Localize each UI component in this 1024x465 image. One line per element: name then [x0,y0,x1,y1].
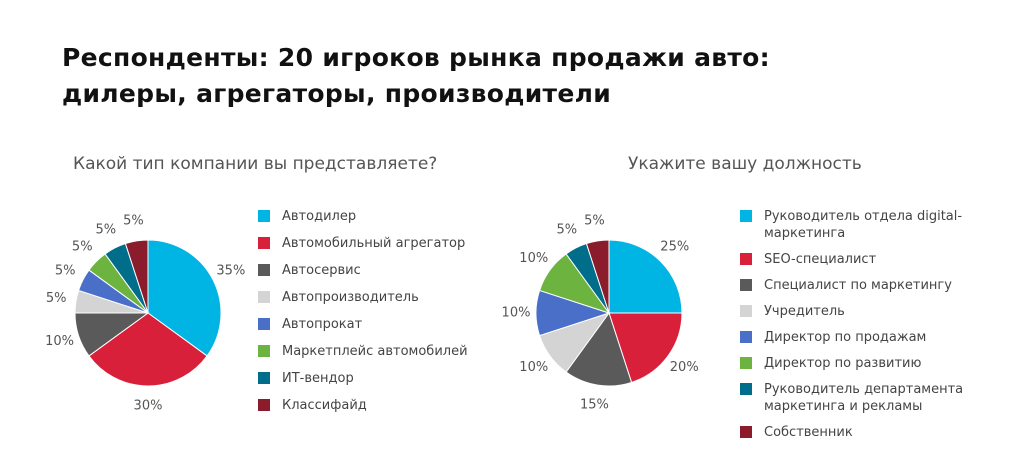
data-label: 30% [134,399,163,414]
legend-swatch [740,331,752,343]
legend-swatch [258,210,270,222]
legend-item: Директор по продажам [740,329,980,346]
legend-item: Автомобильный агрегатор [258,235,468,252]
legend-item: SEO-специалист [740,251,980,268]
legend-label: Автомобильный агрегатор [282,236,466,251]
data-label: 5% [72,240,93,255]
legend-swatch [740,279,752,291]
legend-label: Автопроизводитель [282,290,419,305]
legend-label: Директор по развитию [764,356,922,371]
legend-swatch [258,291,270,303]
data-label: 20% [670,360,699,375]
pie-slice [565,311,633,387]
legend-swatch [740,383,752,395]
legend-label: Руководитель департамента маркетинга и р… [764,382,964,414]
legend-item: Директор по развитию [740,355,980,372]
data-label: 10% [519,251,548,266]
legend-label: SEO-специалист [764,252,877,267]
legend-swatch [740,426,752,438]
legend-label: Учредитель [764,304,845,319]
legend-label: Директор по продажам [764,330,927,345]
page-title: Респонденты: 20 игроков рынка продажи ав… [62,43,770,108]
chart-title: Укажите вашу должность [628,154,862,174]
legend-item: Автопрокат [258,316,468,333]
legend-swatch [258,237,270,249]
pie-slice [124,239,149,314]
legend-swatch [740,357,752,369]
legend-item: ИТ-вендор [258,370,468,387]
legend-item: Руководитель отдела digital-маркетинга [740,208,980,242]
legend-label: Автопрокат [282,317,363,332]
pie-slice [608,312,683,384]
chart-title: Какой тип компании вы представляете? [73,154,438,174]
data-label: 10% [502,306,531,321]
data-label: 5% [55,263,76,278]
legend-item: Автосервис [258,262,468,279]
data-label: 35% [216,263,245,278]
data-label: 5% [556,223,577,238]
legend: Руководитель отдела digital-маркетинга SE… [740,208,980,441]
legend-item: Специалист по маркетингу [740,277,980,294]
data-label: 5% [123,214,144,229]
legend-label: ИТ-вендор [282,371,354,386]
legend-item: Учредитель [740,303,980,320]
legend-swatch [258,399,270,411]
legend: Автодилер Автомобильный агрегатор Автосерв… [258,208,468,414]
legend-swatch [258,372,270,384]
legend-label: Автодилер [282,209,357,224]
legend-swatch [258,264,270,276]
legend-label: Классифайд [282,398,367,413]
legend-item: Автодилер [258,208,468,225]
legend-item: Руководитель департамента маркетинга и р… [740,381,980,415]
legend-swatch [740,305,752,317]
legend-label: Собственник [764,425,853,440]
legend-label: Автосервис [282,263,361,278]
legend-item: Собственник [740,424,980,441]
legend-item: Классифайд [258,397,468,414]
data-label: 10% [45,334,74,349]
legend-swatch [258,318,270,330]
data-label: 15% [580,397,609,412]
data-label: 25% [660,240,689,255]
data-label: 5% [584,214,605,229]
data-label: 10% [519,360,548,375]
data-label: 5% [95,223,116,238]
pie-slice [608,239,683,314]
legend-swatch [740,253,752,265]
pie-slice [147,239,222,357]
legend-label: Маркетплейс автомобилей [282,344,468,359]
pie-slice [585,239,610,314]
legend-swatch [258,345,270,357]
legend-item: Автопроизводитель [258,289,468,306]
legend-swatch [740,210,752,222]
data-label: 5% [46,291,67,306]
legend-label: Специалист по маркетингу [764,278,952,293]
legend-label: Руководитель отдела digital-маркетинга [764,209,963,241]
pie-slice [88,312,208,387]
legend-item: Маркетплейс автомобилей [258,343,468,360]
